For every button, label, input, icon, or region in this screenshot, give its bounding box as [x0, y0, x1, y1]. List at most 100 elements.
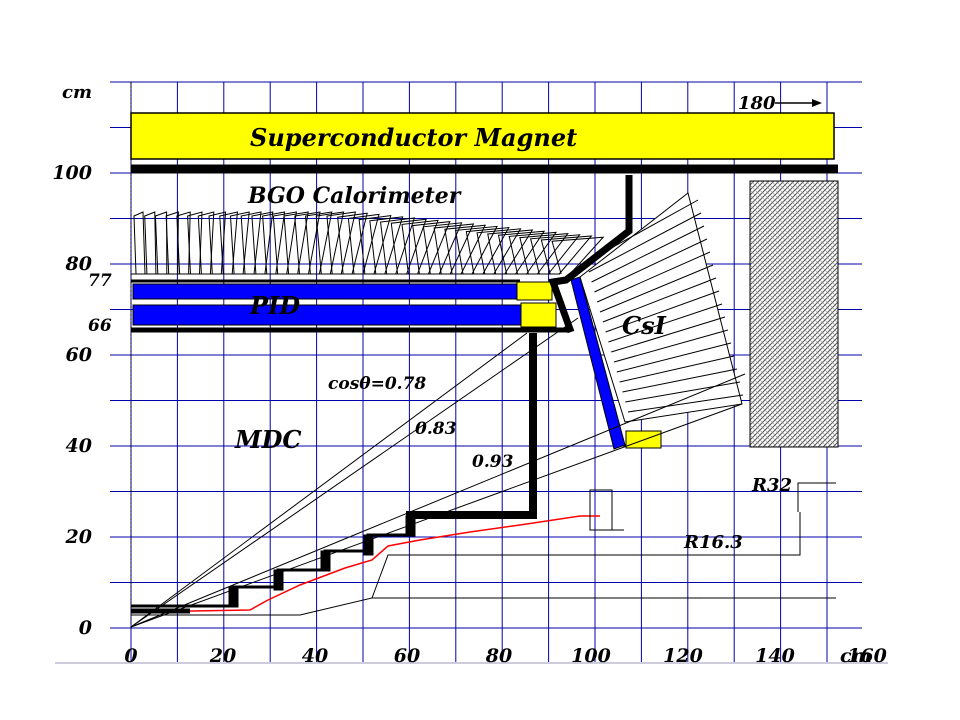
- bgo-crystal: [422, 222, 463, 275]
- bgo-crystal: [433, 223, 475, 275]
- csi-blue-strip: [570, 276, 626, 450]
- bgo-crystal: [326, 211, 357, 275]
- y-tick-label: 60: [66, 344, 92, 366]
- bgo-crystal: [187, 211, 203, 275]
- csi-hatch-line: [619, 355, 735, 383]
- y-tick-label: 20: [65, 526, 92, 548]
- csi-hatch-line: [602, 277, 717, 323]
- y-tick-label: 100: [52, 162, 92, 184]
- csi-hatch-line: [611, 316, 726, 353]
- bgo-crystal: [315, 211, 345, 275]
- csi-label: CsI: [622, 311, 667, 340]
- pid-label: PID: [249, 291, 300, 320]
- y-tick-label: 40: [66, 435, 92, 457]
- r16-label: R16.3: [683, 532, 743, 553]
- r32-callout-line: [797, 482, 836, 512]
- x-tick-label: 120: [663, 645, 703, 667]
- bgo-crystal: [551, 236, 605, 275]
- bgo-crystal: [465, 227, 510, 275]
- bgo-crystal: [133, 211, 146, 275]
- bgo-crystal: [337, 212, 368, 275]
- csi-hatch-line: [591, 225, 705, 283]
- csi-hatch-line: [605, 290, 720, 333]
- csi-hatch-line: [622, 368, 738, 393]
- mdc-inner-steps: [131, 515, 416, 608]
- bgo-crystal: [229, 211, 250, 275]
- x-tick-label: 160: [847, 645, 887, 667]
- bgo-crystal: [412, 221, 451, 275]
- mdc-step-block: [405, 515, 416, 537]
- bgo-crystal: [476, 228, 522, 275]
- bgo-label: BGO Calorimeter: [247, 183, 462, 209]
- csi-hatch-line: [594, 238, 708, 293]
- bgo-crystal: [144, 211, 157, 275]
- bgo-crystal: [219, 211, 238, 275]
- csi-hatch-line: [616, 342, 732, 373]
- mdc-label: MDC: [234, 425, 301, 454]
- csi-hatch-line: [625, 381, 741, 403]
- bgo-calorimeter-crystals: [131, 211, 605, 275]
- bgo-crystal: [347, 213, 380, 275]
- cos-theta-line-083: [130, 317, 579, 628]
- bgo-crystal: [197, 211, 215, 275]
- y-axis-unit: cm: [62, 82, 92, 103]
- magnet-label: Superconductor Magnet: [250, 123, 577, 152]
- endcap-iron-block: [749, 180, 839, 448]
- x-tick-label: 80: [485, 645, 512, 667]
- csi-hatch-line: [599, 264, 714, 313]
- cos-theta-083-label: 0.83: [415, 419, 457, 439]
- y-tick-labels: 0 20 40 60 80 100: [52, 162, 92, 639]
- bgo-crystal: [262, 211, 286, 275]
- bgo-crystal: [519, 233, 569, 275]
- mdc-step-block: [320, 550, 331, 572]
- cos-theta-line-078: [130, 332, 528, 628]
- bgo-crystal: [390, 218, 427, 275]
- cos-theta-078-label: cosθ=0.78: [328, 374, 426, 394]
- x-tick-label: 20: [209, 645, 236, 667]
- x-axis-unit: cm: [840, 645, 872, 667]
- x-tick-label: 60: [394, 645, 420, 667]
- bgo-crystal: [240, 211, 262, 275]
- csi-hatch-line: [596, 251, 711, 303]
- r32-leader-bracket: [611, 508, 624, 531]
- csi-hatch-line: [627, 394, 744, 413]
- superconductor-magnet: [130, 112, 835, 160]
- pid-readout-upper: [516, 281, 553, 301]
- cos-theta-line-093: [130, 373, 746, 628]
- pid-bar-upper: [132, 283, 519, 300]
- x-tick-label: 140: [755, 645, 795, 667]
- bgo-crystal: [508, 231, 558, 275]
- bgo-crystal: [283, 211, 309, 275]
- bgo-crystal: [369, 216, 404, 275]
- csi-hatch-line: [608, 303, 723, 343]
- arrow-head-icon: [812, 99, 822, 107]
- bgo-crystal: [304, 211, 333, 275]
- mdc-step-block: [363, 534, 374, 556]
- x-tick-label: 0: [124, 645, 137, 667]
- r32-leader-line: [589, 489, 613, 531]
- csi-endcap: [579, 192, 744, 423]
- r32-label: R32: [751, 475, 792, 496]
- bgo-crystal: [272, 211, 298, 275]
- beam-pipe-red: [133, 515, 600, 613]
- pid-bar-lower: [132, 304, 524, 326]
- cos-theta-093-label: 0.93: [472, 452, 514, 472]
- mdc-step-block: [273, 569, 284, 591]
- csi-ray-line: [130, 403, 743, 628]
- bgo-crystal: [497, 230, 546, 275]
- bgo-crystal: [165, 211, 179, 275]
- csi-hatch-line: [588, 212, 702, 273]
- pid-readout-lower: [520, 302, 557, 328]
- bgo-crystal: [530, 234, 581, 275]
- radius-77-label: 77: [88, 271, 112, 291]
- bgo-crystal: [154, 211, 168, 275]
- csi-hatch-line: [613, 329, 729, 363]
- bgo-crystal: [358, 215, 392, 275]
- support-structure-line: [548, 175, 633, 334]
- bgo-crystal: [487, 229, 534, 275]
- bgo-crystal: [444, 224, 487, 275]
- y-tick-label: 80: [65, 253, 92, 275]
- x-tick-label: 100: [571, 645, 611, 667]
- y-tick-label: 0: [79, 617, 92, 639]
